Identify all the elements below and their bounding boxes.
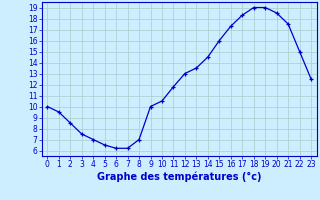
X-axis label: Graphe des températures (°c): Graphe des températures (°c) xyxy=(97,172,261,182)
